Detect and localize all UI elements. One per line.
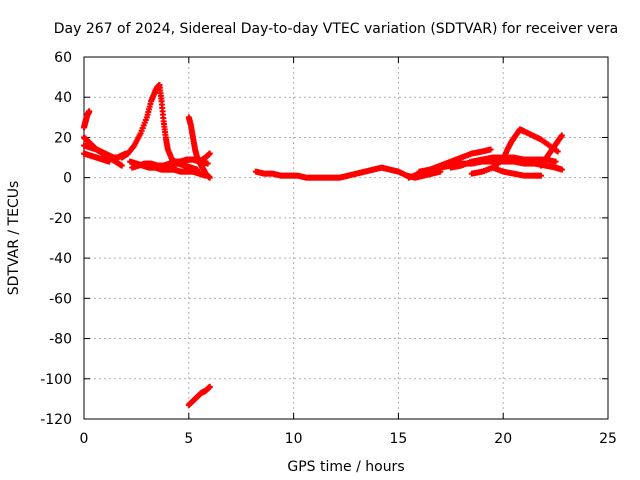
data-point — [552, 158, 559, 165]
data-point — [206, 383, 213, 390]
data-points — [81, 82, 565, 408]
plot-frame — [83, 56, 609, 420]
series-arc-11 — [185, 383, 213, 408]
series-arc-4 — [81, 150, 113, 165]
x-axis-label: GPS time / hours — [287, 459, 404, 475]
series-arc-5 — [118, 82, 163, 161]
data-point — [554, 148, 561, 155]
series-arc-1 — [81, 108, 93, 131]
y-tick-label: -60 — [49, 291, 72, 307]
x-tick-label: 0 — [80, 431, 89, 447]
y-tick-labels: -120 -100 -80 -60 -40 -20 0 20 40 60 — [40, 50, 72, 428]
data-point — [118, 162, 125, 169]
grid-lines — [84, 57, 608, 419]
series-arc-3 — [81, 142, 125, 169]
y-tick-label: -40 — [49, 251, 72, 267]
data-point — [558, 166, 565, 173]
series-arc-18 — [537, 132, 565, 169]
x-tick-label: 10 — [285, 431, 303, 447]
y-tick-label: -100 — [40, 372, 72, 388]
x-tick-label: 25 — [599, 431, 617, 447]
y-tick-label: 20 — [54, 130, 72, 146]
data-point — [106, 158, 113, 165]
y-tick-label: -80 — [49, 332, 72, 348]
y-axis-label: SDTVAR / TECUs — [6, 181, 22, 296]
x-tick-label: 15 — [389, 431, 407, 447]
data-point — [487, 146, 494, 153]
series-arc-15 — [447, 154, 559, 171]
y-tick-label: 40 — [54, 90, 72, 106]
data-point — [537, 172, 544, 179]
data-point — [206, 150, 213, 157]
data-point — [86, 108, 93, 115]
y-tick-label: -120 — [40, 412, 72, 428]
y-tick-label: -20 — [49, 211, 72, 227]
x-tick-label: 5 — [184, 431, 193, 447]
data-point — [204, 160, 211, 167]
data-point — [558, 132, 565, 139]
series-arc-17 — [489, 164, 544, 179]
series-arc-10 — [185, 114, 213, 181]
x-tick-labels: 0 5 10 15 20 25 — [80, 431, 617, 447]
axis-ticks — [83, 56, 609, 420]
data-point — [206, 174, 213, 181]
chart-title: Day 267 of 2024, Sidereal Day-to-day VTE… — [54, 21, 618, 37]
y-tick-label: 0 — [63, 171, 72, 187]
y-tick-label: 60 — [54, 50, 72, 66]
x-tick-label: 20 — [494, 431, 512, 447]
